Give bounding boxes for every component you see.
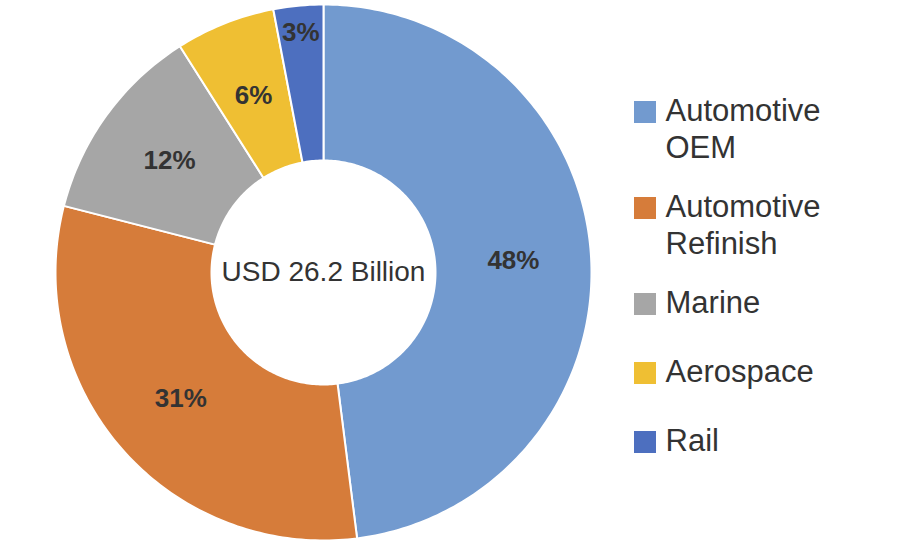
svg-text:48%: 48% xyxy=(487,245,539,275)
svg-text:AutomotiveRefinish: AutomotiveRefinish xyxy=(666,189,821,261)
svg-text:6%: 6% xyxy=(235,80,273,110)
svg-text:12%: 12% xyxy=(144,145,196,175)
svg-text:31%: 31% xyxy=(155,383,207,413)
svg-text:Aerospace: Aerospace xyxy=(666,354,814,389)
svg-text:AutomotiveOEM: AutomotiveOEM xyxy=(666,93,821,165)
svg-text:Marine: Marine xyxy=(666,285,761,320)
svg-text:3%: 3% xyxy=(282,17,320,47)
svg-text:USD 26.2 Billion: USD 26.2 Billion xyxy=(222,256,426,287)
svg-text:Rail: Rail xyxy=(666,423,719,458)
